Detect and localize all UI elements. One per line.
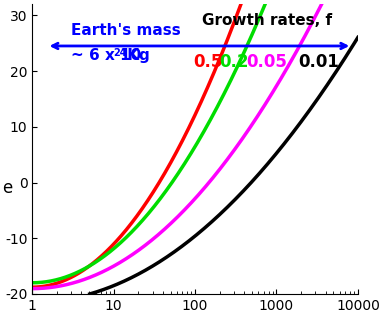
Text: Kg: Kg xyxy=(122,48,149,63)
Text: 0.01: 0.01 xyxy=(298,54,339,71)
Text: Growth rates, f: Growth rates, f xyxy=(202,13,332,28)
Text: Earth's mass: Earth's mass xyxy=(71,23,181,38)
Text: 0.05: 0.05 xyxy=(246,54,287,71)
Text: e: e xyxy=(2,178,13,197)
Text: 0.2: 0.2 xyxy=(219,54,249,71)
Text: 24: 24 xyxy=(113,48,127,58)
Text: ~ 6 x 10: ~ 6 x 10 xyxy=(71,48,141,63)
Text: 0.5: 0.5 xyxy=(194,54,223,71)
